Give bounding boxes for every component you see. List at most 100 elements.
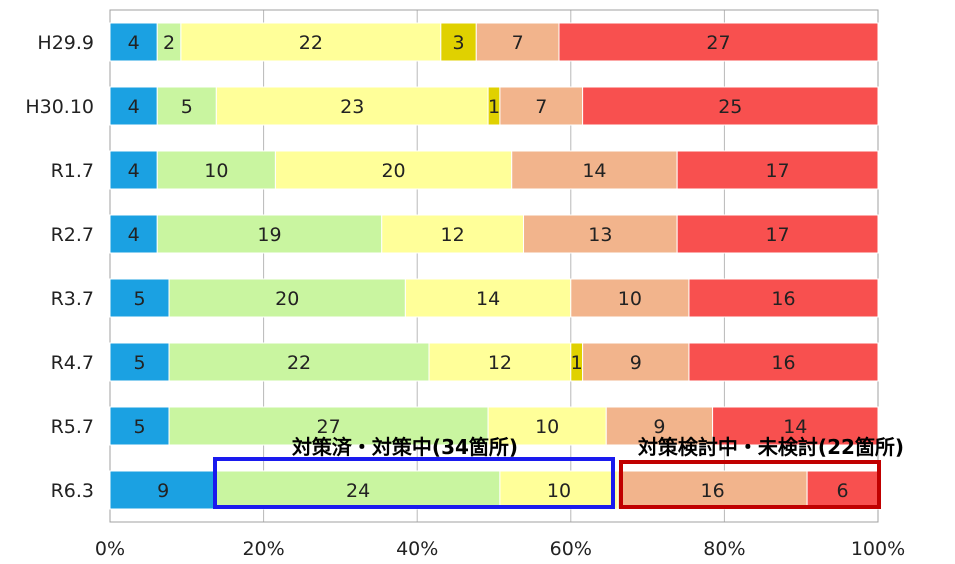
bar-segment xyxy=(428,342,572,382)
bar-segment xyxy=(617,470,808,510)
data-label: 13 xyxy=(588,224,612,246)
x-tick-label: 80% xyxy=(703,538,745,560)
data-label: 10 xyxy=(547,480,571,502)
data-label: 16 xyxy=(771,288,795,310)
bar-segment xyxy=(676,214,879,254)
data-label: 14 xyxy=(582,160,606,182)
bar-segment xyxy=(582,342,690,382)
bar-segment xyxy=(570,278,690,318)
x-tick-label: 0% xyxy=(95,538,125,560)
bar-segment xyxy=(605,406,714,446)
data-label: 14 xyxy=(476,288,500,310)
category-label: R3.7 xyxy=(51,288,94,310)
bar-segment xyxy=(109,342,170,382)
bar-segment xyxy=(109,22,158,62)
data-label: 5 xyxy=(181,96,193,118)
bar-segment xyxy=(688,342,879,382)
data-label: 16 xyxy=(700,480,724,502)
data-label: 25 xyxy=(718,96,742,118)
data-label: 4 xyxy=(128,32,140,54)
category-label: R5.7 xyxy=(51,416,94,438)
data-label: 4 xyxy=(128,224,140,246)
bars: 4 2 22 3 7 274 5 23 1 7 254 10 20 14 174 19 12 13 175 20 14 1… xyxy=(109,22,879,510)
bar-segment xyxy=(109,470,217,510)
data-label: 10 xyxy=(204,160,228,182)
data-label: 3 xyxy=(453,32,465,54)
x-tick-label: 40% xyxy=(396,538,438,560)
category-label: R1.7 xyxy=(51,160,94,182)
bar-segment xyxy=(168,342,430,382)
data-label: 17 xyxy=(765,160,789,182)
bar-segment xyxy=(274,150,513,190)
data-label: 12 xyxy=(488,352,512,374)
plot-frame xyxy=(109,9,879,523)
data-label: 2 xyxy=(163,32,175,54)
done-bracket xyxy=(213,457,615,509)
bar-segment xyxy=(475,22,560,62)
data-label: 9 xyxy=(157,480,169,502)
category-label: H29.9 xyxy=(37,32,94,54)
bar-segment xyxy=(156,150,276,190)
category-label: R4.7 xyxy=(51,352,94,374)
x-tick-label: 60% xyxy=(550,538,592,560)
bar-segment xyxy=(168,406,489,446)
annotations: 対策済・対策中(34箇所) 対策検討中・未検討(22箇所) xyxy=(213,435,904,509)
data-label: 17 xyxy=(765,224,789,246)
bar-segment xyxy=(109,86,158,126)
pending-bracket xyxy=(619,460,881,509)
x-tick-label: 100% xyxy=(851,538,905,560)
done-annotation: 対策済・対策中(34箇所) xyxy=(291,435,518,459)
data-label: 24 xyxy=(346,480,370,502)
bar-segment xyxy=(487,406,607,446)
data-label: 4 xyxy=(128,96,140,118)
category-label: R6.3 xyxy=(51,480,94,502)
bar-segment xyxy=(806,470,879,510)
data-label: 5 xyxy=(133,416,145,438)
data-label: 20 xyxy=(381,160,405,182)
bar-segment xyxy=(676,150,879,190)
data-label: 6 xyxy=(837,480,849,502)
bar-segment xyxy=(688,278,879,318)
data-label: 22 xyxy=(287,352,311,374)
data-label: 10 xyxy=(618,288,642,310)
category-label: H30.10 xyxy=(25,96,94,118)
data-label: 9 xyxy=(653,416,665,438)
bar-segment xyxy=(558,22,879,62)
data-label: 27 xyxy=(706,32,730,54)
bar-segment xyxy=(109,214,158,254)
data-label: 9 xyxy=(630,352,642,374)
bar-segment xyxy=(440,22,477,62)
data-label: 14 xyxy=(783,416,807,438)
bar-segment xyxy=(523,214,678,254)
data-label: 7 xyxy=(535,96,547,118)
category-labels: H29.9 H30.10 R1.7 R2.7 R3.7 R4.7 R5.7 R6.3 xyxy=(25,32,94,502)
bar-segment xyxy=(712,406,879,446)
data-label: 16 xyxy=(771,352,795,374)
bar-segment xyxy=(215,470,501,510)
bar-segment xyxy=(582,86,879,126)
data-label: 10 xyxy=(535,416,559,438)
category-label: R2.7 xyxy=(51,224,94,246)
x-tick-label: 20% xyxy=(242,538,284,560)
data-label: 12 xyxy=(441,224,465,246)
data-label: 1 xyxy=(571,352,583,374)
bar-segment xyxy=(109,406,170,446)
data-label: 20 xyxy=(275,288,299,310)
bar-segment xyxy=(168,278,406,318)
data-label: 27 xyxy=(316,416,340,438)
bar-segment xyxy=(156,214,383,254)
pending-annotation: 対策検討中・未検討(22箇所) xyxy=(637,435,904,459)
bar-segment xyxy=(381,214,525,254)
data-label: 5 xyxy=(133,288,145,310)
x-tick-labels: 0% 20% 40% 60% 80% 100% xyxy=(95,538,905,560)
data-label: 4 xyxy=(128,160,140,182)
bar-segment xyxy=(215,86,489,126)
bar-segment xyxy=(404,278,572,318)
data-label: 5 xyxy=(133,352,145,374)
data-label: 22 xyxy=(299,32,323,54)
data-label: 7 xyxy=(512,32,524,54)
data-label: 1 xyxy=(488,96,500,118)
data-label: 23 xyxy=(340,96,364,118)
bar-segment xyxy=(109,278,170,318)
